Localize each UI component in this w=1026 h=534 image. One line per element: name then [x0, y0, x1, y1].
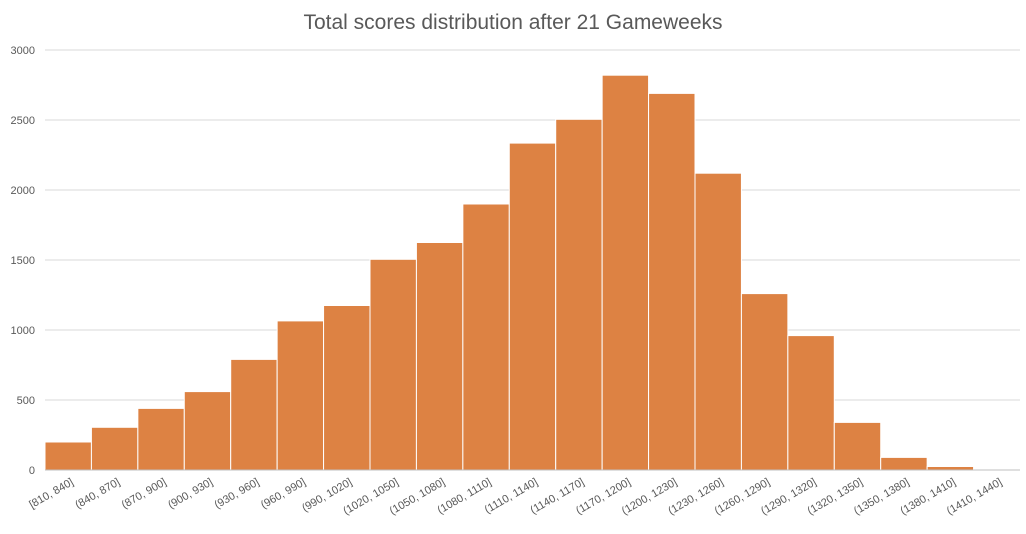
- y-tick-label: 3000: [11, 45, 35, 57]
- x-tick-label: (930, 960]: [213, 476, 262, 511]
- histogram-bar: [740, 293, 789, 471]
- histogram-bar: [694, 172, 742, 471]
- histogram-bar: [276, 320, 325, 471]
- histogram-bar: [508, 142, 557, 471]
- histogram-bar: [787, 335, 835, 471]
- y-tick-label: 2000: [11, 185, 35, 197]
- histogram-bar: [90, 426, 139, 471]
- histogram-bar: [555, 118, 603, 471]
- histogram-bar: [462, 203, 510, 471]
- histogram-bar: [44, 441, 92, 471]
- x-tick-label: [810, 840]: [27, 476, 75, 511]
- x-axis-tick-labels: [810, 840](840, 870](870, 900](900, 930]…: [27, 476, 1004, 517]
- y-tick-label: 1000: [11, 325, 35, 337]
- histogram-bar: [833, 421, 882, 471]
- histogram-bar: [880, 456, 928, 471]
- y-tick-label: 1500: [11, 255, 35, 267]
- histogram-bar: [323, 305, 371, 471]
- chart-title: Total scores distribution after 21 Gamew…: [303, 11, 722, 34]
- y-tick-label: 0: [29, 465, 35, 477]
- histogram-bar: [601, 74, 650, 471]
- x-tick-label: (870, 900]: [120, 476, 169, 511]
- y-tick-label: 2500: [11, 115, 35, 127]
- histogram-bar: [230, 358, 278, 471]
- histogram-bar: [648, 92, 696, 471]
- histogram-bars: [44, 74, 1021, 471]
- y-axis-tick-labels: 0 500 1000 1500 2000 2500 3000: [11, 45, 35, 477]
- histogram-bar: [926, 466, 975, 471]
- histogram-bar: [137, 407, 185, 471]
- x-tick-label: (840, 870]: [73, 476, 122, 511]
- x-tick-label: (900, 930]: [166, 476, 215, 511]
- histogram-bar: [415, 242, 464, 471]
- histogram-bar: [369, 258, 417, 471]
- y-tick-label: 500: [17, 395, 35, 407]
- histogram-bar: [183, 391, 232, 471]
